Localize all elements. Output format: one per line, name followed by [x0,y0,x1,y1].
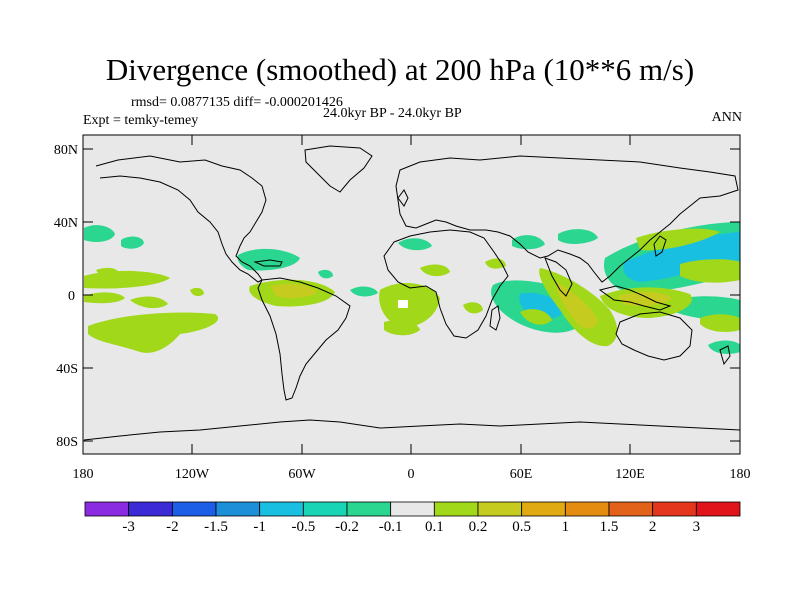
contour-pos [485,258,506,269]
coastlines [83,145,740,441]
period-label: 24.0kyr BP - 24.0kyr BP [323,106,462,121]
colorbar-label: 2 [648,519,657,535]
colorbar-label: 3 [692,519,701,535]
contour-neg [318,269,333,279]
colorbar [84,501,741,517]
colorbar-label: -0.2 [335,519,359,535]
colorbar-swatch [695,501,741,517]
colorbar-label: -1.5 [204,519,228,535]
contour-pos [270,284,318,299]
coast-south-america [257,277,351,401]
lat-label: 40S [56,362,78,377]
coast-maritime-continent [598,285,672,311]
colorbar-label: 0.5 [512,519,532,535]
lat-label: 0 [68,289,75,304]
coast-india [544,257,573,297]
colorbar-label: 1 [561,519,570,535]
contour-neg [623,232,740,282]
colorbar-label: -0.1 [378,519,403,535]
contour-neg [398,238,432,251]
colorbar-swatch [390,501,435,517]
divergence-contours [84,222,740,354]
contour-pos [190,287,204,297]
colorbar-label: 0.2 [468,519,488,535]
colorbar-swatch [215,501,261,517]
coast-madagascar [489,305,501,331]
colorbar-swatch [302,501,348,517]
coast-new-zealand [719,345,731,366]
missing-data-cell [398,300,408,308]
contour-pos [700,314,740,332]
coast-japan [653,235,667,257]
contour-neg [708,340,740,354]
lon-label: 180 [730,467,751,482]
coast-uk [397,189,409,207]
contour-pos [96,267,120,277]
contour-pos [88,312,219,353]
colorbar-swatch [128,501,173,517]
contour-pos [130,296,168,309]
colorbar-swatch [652,501,697,517]
contour-neg [558,229,598,244]
coast-europe-asia [395,155,739,283]
contour-pos [384,320,420,336]
contour-pos [379,283,440,328]
colorbar-swatch [84,501,130,517]
contour-pos [556,282,598,329]
rmsd-diff-stats: rmsd= 0.0877135 diff= -0.000201426 [131,95,343,110]
coast-antarctica [83,419,740,441]
coast-north-america [95,155,267,283]
coast-australia [615,311,693,361]
lon-label: 120W [175,467,210,482]
contour-neg [350,286,378,297]
colorbar-label: 0.1 [424,519,444,535]
colorbar-swatch [433,501,479,517]
lat-ticks [83,148,740,442]
colorbar-swatch [171,501,217,517]
lon-label: 180 [73,467,94,482]
contour-neg [121,236,144,249]
colorbar-swatch [346,501,392,517]
lon-label: 0 [408,467,415,482]
colorbar-swatch [608,501,654,517]
lon-ticks [82,135,741,454]
contour-pos [84,292,125,304]
contour-pos [463,302,483,314]
coast-greenland [304,145,373,193]
lon-label: 120E [615,467,645,482]
experiment-label: Expt = temky-temey [83,113,199,128]
colorbar-label: -3 [122,519,135,535]
lon-label: 60W [288,467,316,482]
contour-pos [420,264,450,277]
coast-caribbean [253,259,283,267]
lat-label: 80N [54,143,78,158]
colorbar-label: -0.5 [291,519,316,535]
lat-label: 40N [54,216,78,231]
coast-africa [383,229,509,339]
colorbar-swatch [259,501,304,517]
lat-label: 80S [56,435,78,450]
colorbar-label: 1.5 [599,519,619,535]
colorbar-swatch [564,501,610,517]
season-label: ANN [711,110,742,125]
contour-neg [512,235,545,250]
colorbar-label: -1 [253,519,266,535]
colorbar-label: -2 [166,519,179,535]
contour-neg [84,225,115,242]
colorbar-swatch [521,501,566,517]
contour-pos [520,309,552,325]
plot-title: Divergence (smoothed) at 200 hPa (10**6 … [105,52,695,87]
lon-label: 60E [510,467,533,482]
contour-pos [680,259,740,283]
colorbar-swatch [477,501,523,517]
